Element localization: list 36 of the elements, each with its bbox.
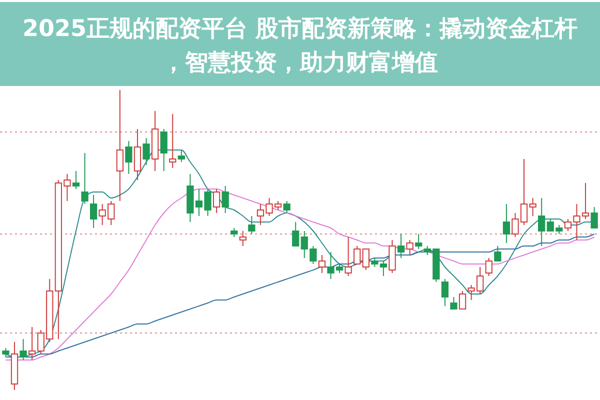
candlestick [178, 150, 185, 162]
candlestick [283, 200, 290, 214]
candlestick [362, 248, 370, 270]
candlestick [239, 230, 246, 246]
candlestick [388, 240, 396, 274]
candlestick [458, 290, 466, 310]
candlestick [450, 296, 458, 310]
candlestick [160, 128, 168, 172]
candlestick [397, 234, 405, 258]
chart-title: 2025正规的配资平台 股市配资新策略：撬动资金杠杆，智慧投资，助力财富增值 [22, 15, 578, 76]
candlestick [502, 204, 510, 244]
candlestick [142, 138, 150, 166]
candlestick [90, 194, 98, 228]
candlestick [538, 198, 546, 246]
candlestick [222, 186, 229, 214]
candlestick [72, 170, 80, 190]
candlestick [248, 216, 256, 234]
candlestick [116, 90, 124, 202]
candlestick [212, 188, 220, 214]
candlestick [134, 128, 142, 180]
candlestick [81, 152, 88, 204]
candlestick [354, 246, 361, 264]
candlestick [318, 254, 326, 274]
candlestick [485, 258, 492, 276]
candlestick [125, 140, 132, 174]
candlestick [344, 236, 352, 276]
candlestick [20, 338, 27, 360]
candlestick [28, 326, 36, 360]
candlestick [441, 278, 449, 306]
candlestick [494, 246, 502, 262]
candlestick [590, 206, 598, 228]
candlestick [169, 114, 176, 168]
candlestick [292, 222, 300, 246]
candlestick [415, 234, 422, 250]
candlestick [380, 260, 388, 276]
candlestick [406, 240, 414, 256]
